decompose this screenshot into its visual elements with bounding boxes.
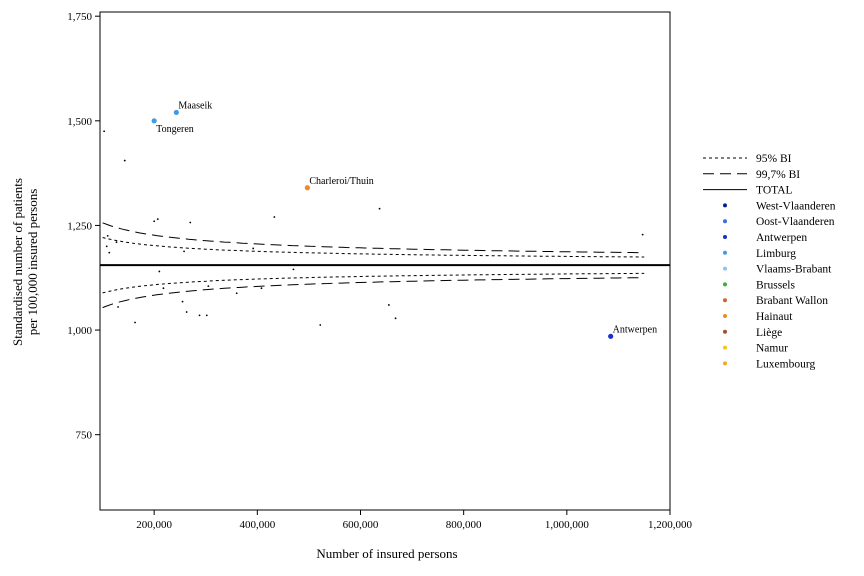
highlight-label: Tongeren — [156, 124, 194, 135]
x-tick-label: 200,000 — [136, 519, 172, 531]
band-95-upper — [102, 237, 645, 258]
legend-label: 99,7% BI — [756, 169, 800, 181]
data-point — [162, 287, 165, 290]
data-point — [181, 300, 184, 303]
highlight-label: Antwerpen — [613, 324, 657, 335]
legend-label: 95% BI — [756, 153, 792, 165]
data-point — [292, 268, 295, 271]
y-tick-label: 1,750 — [67, 11, 92, 23]
data-point — [134, 321, 136, 324]
band-997-lower — [102, 277, 645, 309]
data-point — [185, 311, 188, 313]
legend-label: Brussels — [756, 279, 796, 291]
highlight-label: Charleroi/Thuin — [309, 176, 373, 187]
data-point — [252, 247, 255, 250]
y-axis-title: Standardised number of patients per 100,… — [10, 178, 40, 346]
x-tick-label: 400,000 — [239, 519, 275, 531]
y-tick-label: 750 — [76, 430, 93, 442]
legend-swatch-dot — [723, 314, 727, 318]
data-point — [106, 234, 109, 237]
data-point — [198, 314, 201, 317]
legend-swatch-dot — [723, 329, 727, 334]
legend-label: Antwerpen — [756, 232, 807, 244]
data-point — [183, 250, 185, 253]
legend: 95% BI 99,7% BI TOTAL West-Vlaanderen Oost-V… — [703, 153, 836, 370]
legend-swatch-dot — [723, 345, 727, 350]
plot-frame — [99, 11, 671, 511]
legend-swatch-dot — [723, 361, 727, 366]
legend-label: Luxembourg — [756, 358, 815, 370]
legend-label: Oost-Vlaanderen — [756, 216, 835, 228]
data-point — [108, 251, 111, 254]
legend-label: Vlaams-Brabant — [756, 264, 832, 276]
data-point — [115, 241, 118, 244]
highlight-label: Maaseik — [178, 100, 212, 111]
legend-label: Hainaut — [756, 311, 793, 323]
data-point — [207, 285, 210, 288]
legend-swatch-dot — [723, 203, 727, 208]
data-point — [103, 130, 106, 133]
x-tick-label: 600,000 — [343, 519, 379, 531]
data-point — [394, 317, 397, 320]
legend-label: Brabant Wallon — [756, 295, 828, 307]
y-axis: 750 1,000 1,250 1,500 1,750 — [67, 11, 100, 442]
legend-label: Limburg — [756, 248, 796, 260]
legend-swatch-dot — [723, 266, 727, 271]
legend-swatch-dot — [723, 298, 727, 303]
data-point — [387, 304, 390, 306]
data-point — [105, 245, 108, 248]
legend-label: TOTAL — [756, 185, 793, 197]
data-point — [123, 159, 126, 162]
x-axis-title: Number of insured persons — [316, 546, 457, 561]
legend-swatch-dot — [723, 282, 727, 287]
legend-label: Namur — [756, 343, 788, 355]
data-point — [260, 287, 263, 290]
highlight-point — [608, 333, 614, 339]
data-point — [378, 207, 381, 210]
data-point — [153, 220, 156, 223]
highlight-point — [151, 118, 157, 124]
y-tick-label: 1,250 — [67, 220, 92, 232]
data-point — [205, 314, 208, 317]
y-axis-title-line1: Standardised number of patients — [10, 178, 25, 346]
data-point — [235, 292, 238, 295]
legend-label: West-Vlaanderen — [756, 200, 836, 212]
data-point — [273, 216, 276, 218]
data-point — [319, 324, 322, 326]
band-95-lower — [102, 272, 645, 294]
data-point — [189, 221, 192, 224]
legend-swatch-dot — [723, 250, 727, 255]
scatter-points — [103, 130, 644, 326]
x-tick-label: 1,000,000 — [545, 519, 590, 531]
data-point — [641, 233, 644, 236]
confidence-bands — [102, 222, 645, 309]
x-axis: 200,000 400,000 600,000 800,000 1,000,000 1,2… — [136, 510, 693, 531]
x-tick-label: 800,000 — [446, 519, 482, 531]
data-point — [156, 218, 159, 221]
y-tick-label: 1,000 — [67, 325, 92, 337]
x-tick-label: 1,200,000 — [648, 519, 693, 531]
data-point — [117, 306, 119, 308]
legend-swatch-dot — [723, 219, 727, 224]
legend-label: Liège — [756, 327, 782, 339]
y-axis-title-line2: per 100,000 insured persons — [25, 189, 40, 336]
band-997-upper — [102, 222, 645, 254]
highlighted-points: Maaseik Tongeren Charleroi/Thuin Antwerpen — [151, 100, 657, 339]
highlight-point — [173, 109, 179, 116]
data-point — [158, 270, 161, 273]
highlight-point — [304, 185, 310, 191]
y-tick-label: 1,500 — [67, 116, 92, 128]
legend-swatch-dot — [723, 235, 727, 239]
